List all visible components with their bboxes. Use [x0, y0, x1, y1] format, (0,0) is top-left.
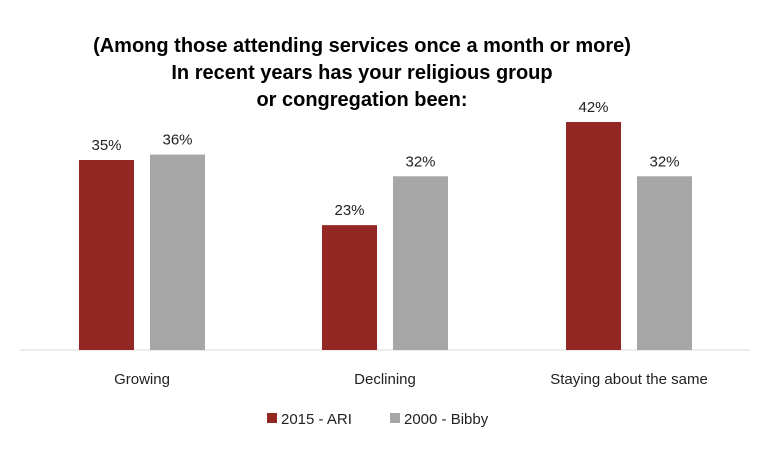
legend-label: 2015 - ARI	[281, 411, 352, 428]
chart-title-line-2: In recent years has your religious group	[171, 62, 552, 84]
data-label: 32%	[649, 153, 679, 170]
data-label: 23%	[334, 202, 364, 219]
category-label: Staying about the same	[550, 371, 708, 388]
data-label: 36%	[162, 132, 192, 149]
bar-1-2	[637, 176, 692, 350]
data-label: 35%	[91, 137, 121, 154]
data-label: 32%	[405, 153, 435, 170]
legend-swatch	[267, 413, 277, 423]
legend-swatch	[390, 413, 400, 423]
category-label: Declining	[354, 371, 416, 388]
bar-0-0	[79, 160, 134, 350]
bar-1-1	[393, 176, 448, 350]
data-label: 42%	[578, 99, 608, 116]
bar-1-0	[150, 154, 205, 350]
chart-title-line-3: or congregation been:	[256, 89, 467, 111]
bar-0-1	[322, 225, 377, 350]
chart-title-line-1: (Among those attending services once a m…	[93, 35, 631, 57]
legend-label: 2000 - Bibby	[404, 411, 489, 428]
category-label: Growing	[114, 371, 170, 388]
bar-0-2	[566, 122, 621, 350]
